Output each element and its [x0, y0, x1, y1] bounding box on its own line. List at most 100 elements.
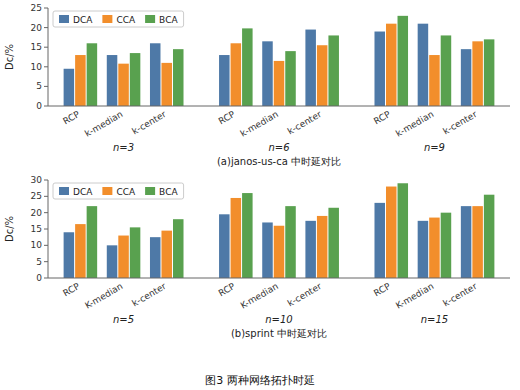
bar — [75, 224, 86, 278]
bar — [219, 214, 230, 278]
y-tick — [44, 47, 48, 48]
x-tick-label: K-median — [83, 281, 124, 311]
y-tick-label: 10 — [31, 240, 43, 250]
bar — [150, 43, 161, 106]
group-label: n=10 — [265, 314, 292, 325]
y-tick-label: 10 — [31, 62, 43, 72]
bar — [398, 16, 409, 106]
y-tick — [44, 8, 48, 9]
y-tick-label: 15 — [31, 42, 42, 52]
x-tick-label: RCP — [372, 281, 393, 299]
legend: DCACCABCA — [53, 183, 184, 199]
bar — [219, 55, 230, 106]
chart-title: (b)sprint 中时延对比 — [231, 328, 327, 339]
bar — [274, 61, 285, 106]
bar — [130, 53, 141, 106]
legend-swatch — [102, 187, 112, 195]
y-tick-label: 5 — [36, 257, 42, 267]
legend: DCACCABCA — [53, 11, 184, 27]
chart-title: (a)janos-us-ca 中时延对比 — [217, 156, 341, 167]
bar — [130, 227, 141, 278]
x-tick-label: k-center — [286, 281, 324, 309]
bar — [429, 218, 440, 278]
bar — [262, 41, 273, 106]
bar — [305, 221, 316, 278]
bar — [118, 236, 129, 278]
bar — [285, 206, 296, 278]
bar — [328, 35, 339, 106]
y-tick — [44, 66, 48, 67]
y-axis-label: Dc/% — [4, 44, 15, 70]
group-label: n=5 — [113, 314, 134, 325]
x-tick-label: k-center — [286, 109, 324, 137]
group-label: n=6 — [268, 142, 289, 153]
main-title: 图3 两种网络拓扑时延 — [205, 374, 315, 387]
bar — [374, 203, 385, 278]
bar — [317, 45, 328, 106]
x-tick-label: K-median — [239, 281, 280, 311]
x-tick-label: RCP — [217, 109, 238, 127]
y-tick — [44, 261, 48, 262]
x-tick-label: RCP — [217, 281, 238, 299]
legend-box — [53, 183, 184, 199]
y-tick — [44, 278, 48, 279]
bar — [328, 208, 339, 278]
y-tick — [44, 180, 48, 181]
bar — [484, 39, 495, 106]
y-tick-label: 15 — [31, 224, 42, 234]
bar — [418, 221, 429, 278]
group-label: n=3 — [113, 142, 134, 153]
x-tick-label: k-median — [238, 109, 280, 139]
legend-label: DCA — [73, 187, 93, 197]
bar — [262, 222, 273, 278]
bar — [87, 43, 98, 106]
bar — [107, 245, 118, 278]
legend-swatch — [145, 15, 155, 23]
bar — [231, 43, 242, 106]
bar — [107, 55, 118, 106]
bar — [461, 49, 472, 106]
bar — [161, 231, 172, 278]
x-tick-label: k-center — [130, 281, 168, 309]
y-tick-label: 5 — [36, 81, 42, 91]
chart-panel: 051015202530Dc/%RCPK-mediank-centerRCPK-… — [4, 175, 510, 339]
bar — [118, 64, 129, 106]
y-axis-label: Dc/% — [4, 216, 15, 242]
y-tick — [44, 212, 48, 213]
bar — [305, 30, 316, 106]
bar — [386, 187, 397, 278]
x-tick-label: RCP — [61, 109, 82, 127]
bar — [398, 183, 409, 278]
bar — [418, 24, 429, 106]
bar — [274, 226, 285, 278]
bar — [231, 198, 242, 278]
bar — [484, 195, 495, 278]
bar — [374, 32, 385, 106]
y-tick-label: 20 — [31, 23, 43, 33]
x-tick-label: k-median — [394, 109, 436, 139]
bar — [285, 51, 296, 106]
group-label: n=15 — [421, 314, 448, 325]
bar — [441, 213, 452, 278]
y-tick — [44, 106, 48, 107]
bar — [64, 232, 75, 278]
bar — [461, 206, 472, 278]
x-tick-label: K-median — [394, 281, 435, 311]
bar — [161, 63, 172, 106]
bar — [173, 219, 184, 278]
x-tick-label: RCP — [372, 109, 393, 127]
legend-box — [53, 11, 184, 27]
chart-root: 0510152025Dc/%RCPk-mediank-centerRCPk-me… — [0, 0, 520, 390]
x-axis-line — [48, 106, 510, 107]
bars — [64, 16, 495, 106]
legend-label: DCA — [73, 15, 93, 25]
legend-label: BCA — [159, 187, 178, 197]
y-tick — [44, 86, 48, 87]
y-tick — [44, 245, 48, 246]
y-tick-label: 25 — [31, 191, 42, 201]
bar — [386, 24, 397, 106]
chart-panel: 0510152025Dc/%RCPk-mediank-centerRCPk-me… — [4, 3, 510, 167]
bar — [87, 206, 98, 278]
bar — [317, 216, 328, 278]
legend-label: BCA — [159, 15, 178, 25]
